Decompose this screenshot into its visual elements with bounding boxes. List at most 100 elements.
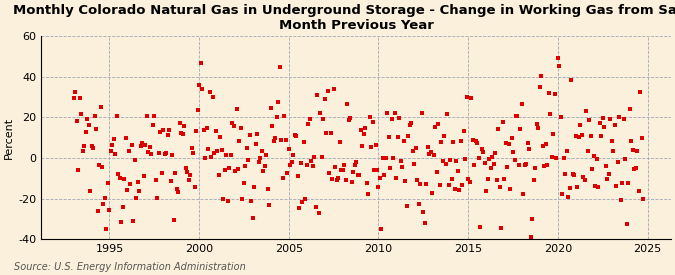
Point <box>376 227 387 232</box>
Point <box>632 149 643 153</box>
Point <box>206 155 217 160</box>
Point <box>458 129 469 133</box>
Point <box>306 159 317 163</box>
Point <box>526 235 537 239</box>
Point <box>152 196 163 200</box>
Point <box>488 162 499 166</box>
Point <box>269 139 279 143</box>
Point <box>351 160 362 164</box>
Point <box>249 185 260 189</box>
Point <box>270 136 281 141</box>
Point <box>134 189 144 194</box>
Point <box>142 113 153 118</box>
Point <box>319 97 330 101</box>
Point <box>584 118 595 123</box>
Point <box>497 119 508 124</box>
Point <box>149 114 160 119</box>
Point <box>258 169 269 174</box>
Point <box>558 156 569 160</box>
Point <box>210 129 221 134</box>
Point <box>493 126 504 131</box>
Point <box>429 153 439 157</box>
Point <box>630 165 641 170</box>
Point <box>468 163 479 168</box>
Point <box>221 153 232 157</box>
Point <box>495 226 506 231</box>
Point <box>431 170 442 175</box>
Point <box>76 112 86 117</box>
Point <box>155 130 165 135</box>
Point <box>491 177 502 182</box>
Point <box>448 140 458 144</box>
Point <box>153 151 164 156</box>
Point <box>176 131 186 136</box>
Point <box>479 160 490 165</box>
Point <box>146 152 157 156</box>
Point <box>549 92 560 97</box>
Point <box>391 176 402 180</box>
Point <box>456 139 466 143</box>
Point <box>349 163 360 167</box>
Point <box>342 102 352 106</box>
Point <box>406 120 416 125</box>
Point <box>576 133 587 137</box>
Point <box>424 152 435 156</box>
Point <box>164 128 175 132</box>
Point <box>303 122 314 127</box>
Point <box>419 221 430 225</box>
Point <box>140 142 151 147</box>
Point <box>300 196 310 201</box>
Point <box>231 107 242 111</box>
Point <box>467 138 478 142</box>
Point <box>620 156 630 161</box>
Point <box>95 104 106 109</box>
Point <box>338 168 348 172</box>
Point <box>111 114 122 118</box>
Point <box>373 185 384 189</box>
Point <box>201 126 212 130</box>
Point <box>100 196 111 200</box>
Point <box>581 109 592 113</box>
Point <box>88 145 99 150</box>
Point <box>143 150 154 154</box>
Point <box>603 172 614 176</box>
Point <box>542 163 553 167</box>
Point <box>593 185 603 189</box>
Point <box>315 111 325 115</box>
Point <box>443 183 454 187</box>
Point <box>345 116 356 120</box>
Point <box>328 87 339 92</box>
Point <box>627 148 638 152</box>
Point <box>115 175 126 180</box>
Point <box>404 123 415 127</box>
Point <box>126 142 137 147</box>
Point <box>277 175 288 180</box>
Point <box>563 194 574 199</box>
Point <box>68 95 79 100</box>
Point <box>285 163 296 167</box>
Point <box>246 199 257 203</box>
Point <box>594 120 605 125</box>
Point <box>200 156 211 160</box>
Point <box>597 116 608 120</box>
Point <box>398 139 409 143</box>
Point <box>170 170 181 175</box>
Point <box>427 191 437 195</box>
Point <box>457 182 468 187</box>
Point <box>322 89 333 93</box>
Point <box>213 173 224 178</box>
Point <box>273 100 284 104</box>
Point <box>402 204 412 208</box>
Point <box>222 199 233 203</box>
Point <box>84 189 95 193</box>
Point <box>583 149 593 153</box>
Point <box>354 173 364 177</box>
Point <box>414 202 425 206</box>
Point <box>423 145 433 150</box>
Point <box>575 123 586 127</box>
Point <box>128 219 139 223</box>
Point <box>130 158 140 162</box>
Point <box>512 113 523 118</box>
Point <box>157 171 167 175</box>
Point <box>615 198 626 202</box>
